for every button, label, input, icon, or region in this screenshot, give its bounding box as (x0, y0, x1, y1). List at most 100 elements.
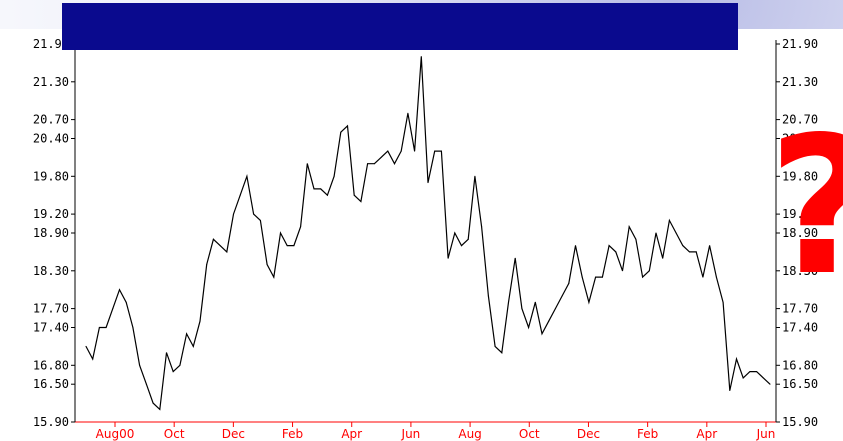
x-tick-label: Dec (577, 427, 600, 441)
series-point (709, 245, 711, 247)
series-point (541, 333, 543, 335)
series-point (233, 213, 235, 215)
series-point (467, 238, 469, 240)
left-tick-label: 20.70 (33, 113, 69, 127)
series-point (387, 150, 389, 152)
series-point (668, 219, 670, 221)
series-point (561, 295, 563, 297)
series-point (742, 377, 744, 379)
series-point (689, 251, 691, 253)
left-axis-ticks: 21.90 21.30 20.70 20.40 19.80 19.20 18.90 18.30… (33, 37, 75, 429)
series-point (219, 245, 221, 247)
left-tick-label: 17.40 (33, 321, 69, 335)
series-point (112, 308, 114, 310)
series-point (145, 383, 147, 385)
series-point (105, 327, 107, 328)
series-point (192, 345, 194, 347)
series-point (762, 377, 764, 379)
right-tick-label: 18.90 (782, 226, 818, 240)
series-point (353, 194, 355, 196)
right-tick-label: 19.80 (782, 169, 818, 183)
series-point (212, 238, 214, 240)
right-tick-label: 20.70 (782, 113, 818, 127)
series-point (454, 232, 456, 234)
series-points (85, 56, 771, 410)
series-point (259, 219, 261, 221)
series-point (702, 276, 704, 278)
series-point (588, 301, 590, 303)
series-point (360, 201, 362, 202)
series-point (367, 163, 369, 165)
series-point (528, 327, 530, 328)
series-point (628, 226, 630, 228)
series-point (682, 245, 684, 247)
x-axis-ticks: Aug00 Oct Dec Feb Apr Jun Aug Oct Dec Feb Apr Jun (96, 422, 776, 441)
series-point (132, 327, 134, 328)
series-point (98, 327, 100, 328)
series-point (420, 56, 422, 58)
series-point (414, 150, 416, 152)
series-point (400, 150, 402, 152)
x-tick-label: Aug (458, 427, 481, 441)
right-tick-label: 19.20 (782, 207, 818, 221)
series-point (548, 320, 550, 322)
series-point (186, 333, 188, 335)
series-point (239, 194, 241, 196)
series-point (729, 390, 731, 391)
series-point (286, 245, 288, 247)
series-point (621, 270, 623, 272)
series-point (347, 125, 349, 127)
series-point (139, 364, 141, 366)
series-point (320, 188, 322, 190)
series-point (695, 251, 697, 253)
left-tick-label: 15.90 (33, 415, 69, 429)
series-point (340, 131, 342, 133)
title-bar (62, 3, 738, 50)
chart-background (0, 29, 843, 441)
series-point (461, 245, 463, 247)
series-point (648, 270, 650, 272)
right-tick-label: 21.90 (782, 37, 818, 51)
series-point (85, 345, 87, 347)
x-tick-label: Jun (756, 427, 776, 441)
series-point (487, 295, 489, 297)
x-tick-label: Dec (222, 427, 245, 441)
series-point (206, 264, 208, 265)
right-tick-label: 17.70 (782, 302, 818, 316)
series-point (273, 276, 275, 278)
series-point (407, 112, 409, 114)
series-point (300, 226, 302, 228)
x-tick-label: Apr (696, 427, 717, 441)
series-point (279, 232, 281, 234)
series-point (554, 308, 556, 310)
series-point (440, 150, 442, 152)
series-point (246, 175, 248, 177)
series-point (581, 276, 583, 278)
series-point (159, 408, 161, 410)
series-point (494, 345, 496, 347)
series-point (575, 245, 577, 247)
series-point (152, 402, 154, 404)
series-point (514, 257, 516, 259)
left-tick-label: 18.90 (33, 226, 69, 240)
right-tick-label: 16.80 (782, 358, 818, 372)
series-point (635, 238, 637, 240)
x-tick-label: Apr (341, 427, 362, 441)
series-point (534, 301, 536, 303)
series-point (199, 320, 201, 322)
series-point (501, 352, 503, 354)
series-point (481, 226, 483, 228)
x-tick-label: Jun (401, 427, 421, 441)
series-point (165, 352, 167, 354)
series-point (313, 188, 315, 190)
series-point (179, 364, 181, 366)
left-tick-label: 21.30 (33, 75, 69, 89)
series-point (507, 301, 509, 303)
series-point (333, 175, 335, 177)
series-point (722, 301, 724, 303)
x-tick-label: Oct (519, 427, 540, 441)
left-tick-label: 16.80 (33, 358, 69, 372)
series-point (749, 371, 751, 373)
